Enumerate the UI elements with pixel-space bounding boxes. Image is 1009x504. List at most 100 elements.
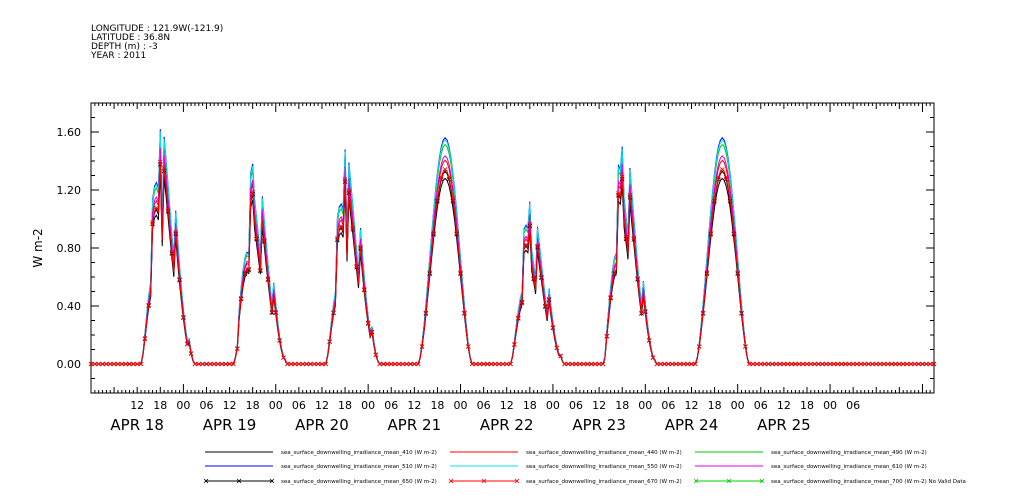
data-marker <box>346 188 352 193</box>
data-marker <box>327 339 332 344</box>
data-marker <box>119 361 125 367</box>
data-marker <box>184 341 190 347</box>
data-marker <box>812 361 817 367</box>
legend-marker <box>448 478 454 484</box>
data-marker <box>889 361 894 367</box>
data-marker <box>265 276 271 282</box>
data-marker <box>877 361 883 367</box>
data-marker <box>315 361 321 367</box>
legend-entry: sea_surface_downwelling_irradiance_mean_… <box>450 450 682 456</box>
data-marker <box>88 361 94 367</box>
data-marker <box>677 361 683 367</box>
data-marker <box>873 361 879 367</box>
data-marker <box>304 361 309 367</box>
data-marker <box>242 270 248 275</box>
header-longitude: LONGITUDE : 121.9W(-121.9) <box>91 24 223 34</box>
data-marker <box>427 270 433 275</box>
data-marker <box>288 361 294 367</box>
data-marker <box>573 361 579 367</box>
plot-area: 0.00 0.40 0.80 1.20 1.60 12 18 00 06 12 18 00 06 12 18… <box>57 102 937 434</box>
data-marker <box>485 361 490 367</box>
data-marker <box>215 361 221 367</box>
legend-entry: sea_surface_downwelling_irradiance_mean_… <box>695 450 927 456</box>
data-marker <box>535 243 540 249</box>
data-marker <box>446 174 452 180</box>
data-marker <box>204 361 209 367</box>
x-day-label: APR 21 <box>388 416 442 434</box>
x-day-label: APR 20 <box>295 416 349 434</box>
x-hour-label: 12 <box>592 399 606 412</box>
data-marker <box>269 310 275 316</box>
data-marker <box>862 361 867 367</box>
series-line-490 <box>91 136 934 365</box>
legend-label: sea_surface_downwelling_irradiance_mean_… <box>526 464 682 470</box>
data-marker <box>643 308 648 314</box>
data-marker <box>816 361 821 367</box>
data-marker <box>843 361 848 367</box>
x-hour-label: 18 <box>800 399 814 412</box>
metadata-header: LONGITUDE : 121.9W(-121.9) LATITUDE : 36… <box>90 24 223 61</box>
data-marker <box>192 361 198 367</box>
x-hour-label: 18 <box>153 399 167 412</box>
data-marker <box>150 219 155 225</box>
data-marker <box>635 276 640 281</box>
legend-label: sea_surface_downwelling_irradiance_mean_… <box>526 479 682 485</box>
data-marker <box>804 361 810 367</box>
data-marker <box>404 361 409 367</box>
data-marker <box>847 361 852 367</box>
data-marker <box>419 344 425 349</box>
data-marker <box>369 329 375 334</box>
data-marker <box>496 361 502 367</box>
data-marker <box>100 361 105 367</box>
data-marker <box>627 193 633 198</box>
data-marker <box>392 361 398 367</box>
y-tick-label: 1.20 <box>57 184 82 197</box>
data-marker <box>592 361 598 367</box>
data-marker <box>689 361 694 367</box>
legend-marker <box>693 478 699 484</box>
data-marker <box>323 361 329 367</box>
data-marker <box>504 361 510 367</box>
x-day-label: APR 22 <box>480 416 534 434</box>
x-hour-label: 12 <box>130 399 144 412</box>
data-marker <box>412 361 417 367</box>
data-marker <box>669 361 675 367</box>
legend-entry: sea_surface_downwelling_irradiance_mean_… <box>450 464 682 470</box>
data-marker <box>181 314 186 320</box>
data-marker <box>227 361 232 367</box>
data-marker <box>142 336 148 341</box>
x-hour-label: 00 <box>361 399 375 412</box>
legend-label: sea_surface_downwelling_irradiance_mean_… <box>771 479 966 485</box>
data-marker <box>173 230 178 235</box>
data-marker <box>612 270 617 275</box>
data-marker <box>211 361 217 367</box>
data-marker <box>450 197 456 202</box>
data-marker <box>396 361 402 367</box>
data-marker <box>342 177 348 182</box>
data-marker <box>897 361 902 367</box>
data-marker <box>893 361 898 367</box>
data-marker <box>723 174 729 180</box>
data-marker <box>431 230 436 236</box>
data-marker <box>596 361 602 367</box>
data-marker <box>585 361 590 367</box>
data-marker <box>881 361 887 367</box>
data-marker <box>554 345 560 351</box>
data-marker <box>377 361 382 367</box>
data-marker <box>550 325 556 330</box>
series-line-510 <box>91 129 934 365</box>
data-marker <box>754 361 760 367</box>
data-marker <box>866 361 871 367</box>
data-marker <box>650 355 656 360</box>
data-marker <box>385 361 390 367</box>
data-marker <box>808 361 814 367</box>
header-latitude: LATITUDE : 36.8N <box>91 33 170 43</box>
data-marker <box>827 361 833 367</box>
data-marker <box>523 242 529 247</box>
data-marker <box>912 361 918 367</box>
data-marker <box>750 361 756 367</box>
data-marker <box>781 361 787 367</box>
data-marker <box>658 361 663 367</box>
data-marker <box>454 230 459 236</box>
